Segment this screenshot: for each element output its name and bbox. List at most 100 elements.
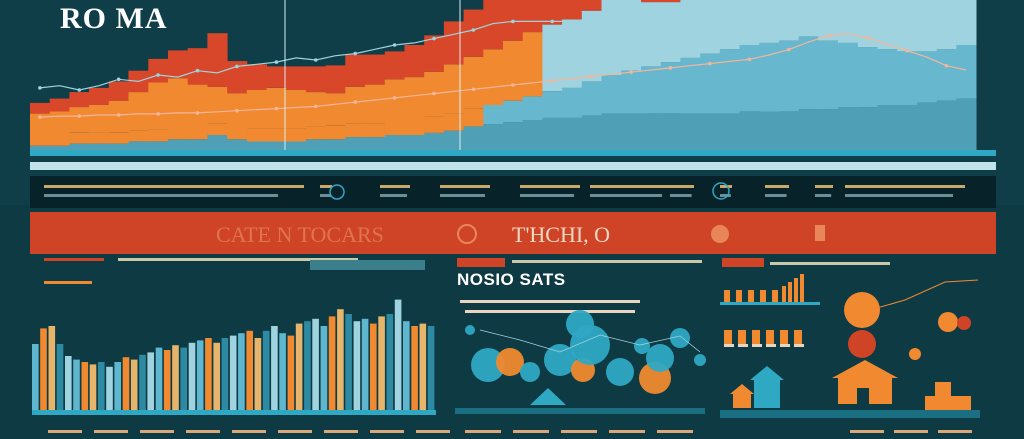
- area-segment: [542, 91, 563, 118]
- area-segment: [108, 132, 129, 144]
- area-segment: [522, 96, 543, 120]
- area-segment: [108, 81, 129, 101]
- area-segment: [581, 115, 602, 150]
- area-segment: [266, 66, 287, 88]
- area-segment: [916, 102, 938, 150]
- bar-label-mark: [416, 430, 450, 433]
- area-segment: [936, 49, 957, 101]
- line-point: [235, 108, 239, 113]
- area-segment: [700, 0, 721, 54]
- area-segment: [936, 0, 957, 50]
- strip-text-mark: [380, 185, 410, 188]
- area-segment: [187, 84, 208, 128]
- column-icon: [794, 278, 798, 302]
- line-point: [668, 19, 673, 24]
- area-segment: [956, 45, 977, 99]
- line-point: [905, 48, 909, 53]
- line-point: [116, 113, 121, 117]
- area-segment: [857, 107, 878, 150]
- area-segment: [719, 113, 740, 150]
- area-segment: [384, 135, 405, 150]
- bar: [229, 335, 237, 410]
- bubble: [465, 325, 475, 335]
- line-point: [865, 19, 870, 24]
- bar: [254, 338, 262, 410]
- area-segment: [916, 0, 938, 52]
- strip-text-mark: [440, 185, 490, 188]
- area-segment: [207, 123, 228, 135]
- bubble-label-mark: [465, 430, 501, 433]
- bar: [56, 344, 64, 410]
- banner-background: [30, 212, 996, 254]
- area-segment: [443, 64, 465, 114]
- area-segment: [503, 40, 524, 101]
- bar: [394, 299, 402, 410]
- page-title: RO MA: [60, 2, 168, 35]
- banner-building-icon: [815, 225, 825, 241]
- strip-text-mark: [670, 194, 692, 197]
- area-segment: [424, 132, 445, 150]
- line-point: [38, 86, 42, 90]
- bar: [221, 338, 229, 410]
- area-segment: [522, 32, 543, 97]
- bar: [271, 326, 278, 410]
- bar: [205, 338, 212, 410]
- area-segment: [463, 108, 484, 127]
- area-segment: [660, 113, 681, 150]
- area-segment: [700, 53, 721, 114]
- area-segment: [404, 120, 425, 135]
- area-segment: [424, 35, 445, 72]
- bar: [279, 333, 286, 410]
- figure-icon: [738, 330, 746, 344]
- area-segment: [581, 0, 602, 11]
- triangle-icon: [530, 388, 566, 405]
- area-segment: [168, 139, 189, 150]
- area-segment: [187, 127, 208, 140]
- strip-ring-icon: [712, 182, 730, 200]
- area-segment: [49, 135, 70, 146]
- bar: [378, 316, 385, 410]
- series-line: [39, 20, 967, 91]
- blue-house-roof-icon: [750, 366, 784, 380]
- cyan-divider: [30, 150, 996, 156]
- figure-icon: [752, 330, 760, 344]
- area-segment: [246, 141, 267, 150]
- bar: [163, 350, 171, 410]
- bar: [213, 342, 220, 410]
- top-area-chart: [30, 0, 977, 150]
- area-segment: [897, 0, 918, 52]
- area-segment: [30, 145, 51, 150]
- bar: [427, 326, 435, 410]
- area-segment: [286, 128, 307, 142]
- line-point: [471, 87, 476, 92]
- bubble: [606, 358, 634, 386]
- area-segment: [246, 128, 267, 142]
- strip-text-mark: [815, 185, 833, 188]
- area-segment: [581, 10, 602, 82]
- area-segment: [443, 21, 465, 65]
- truck-body-icon: [925, 396, 971, 414]
- line-point: [668, 66, 673, 70]
- area-segment: [424, 116, 445, 133]
- right-header-tag: [722, 258, 764, 267]
- bar-icon: [760, 290, 766, 302]
- line-point: [392, 43, 397, 47]
- area-segment: [956, 0, 977, 45]
- strip-text-mark: [720, 194, 731, 197]
- line-point: [38, 115, 42, 119]
- area-segment: [148, 129, 169, 142]
- area-segment: [463, 126, 484, 150]
- bubble-label-mark: [561, 430, 597, 433]
- strip-text-mark: [320, 185, 332, 188]
- strip-text-mark: [320, 194, 331, 197]
- bubble-connector: [479, 329, 701, 353]
- bar: [73, 359, 80, 410]
- line-point: [274, 60, 279, 64]
- area-segment: [345, 137, 366, 150]
- area-segment: [719, 49, 740, 114]
- line-point: [747, 19, 752, 24]
- bar: [89, 364, 97, 410]
- area-segment: [562, 0, 583, 20]
- area-segment: [384, 120, 405, 135]
- area-segment: [325, 65, 346, 94]
